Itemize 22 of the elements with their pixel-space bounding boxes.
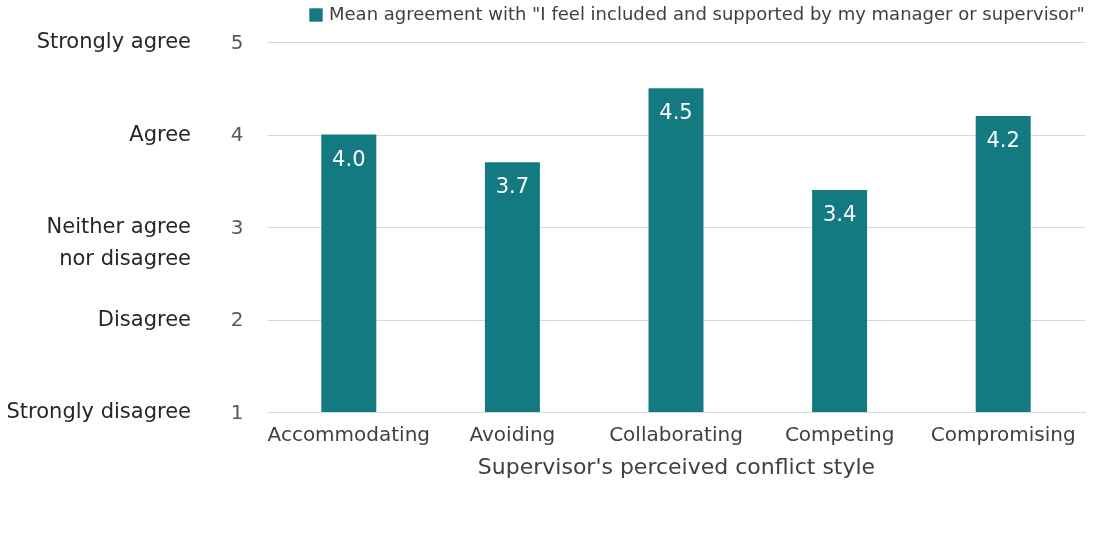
legend-label: Mean agreement with "I feel included and supported by my manager or supervisor": [329, 3, 1085, 24]
text: Neither agree nor disagree: [46, 214, 191, 270]
x-tick-label: Collaborating: [609, 421, 743, 446]
y-tick-label: 4: [230, 122, 244, 146]
data-label: 3.7: [495, 174, 530, 199]
x-tick-label: Competing: [784, 421, 895, 446]
data-label: 4.0: [332, 146, 366, 171]
text: Disagree: [97, 306, 191, 331]
text: Strongly disagree: [6, 399, 191, 423]
data-label: 3.4: [822, 202, 857, 226]
text: Agree: [129, 121, 191, 146]
x-tick-label: Accommodating: [267, 421, 431, 446]
data-label: 4.5: [659, 100, 693, 125]
y-tick-label: 2: [230, 307, 244, 331]
x-tick-label: Compromising: [930, 421, 1076, 446]
data-label: 4.2: [986, 128, 1020, 152]
y-tick-label: 1: [230, 399, 244, 424]
x-axis-title: Supervisor's perceived conflict style: [477, 453, 876, 479]
y-tick-label: 3: [230, 214, 244, 239]
text: Strongly agree: [36, 29, 191, 53]
x-tick-label: Avoiding: [469, 421, 556, 446]
y-tick-label: 5: [230, 29, 244, 54]
